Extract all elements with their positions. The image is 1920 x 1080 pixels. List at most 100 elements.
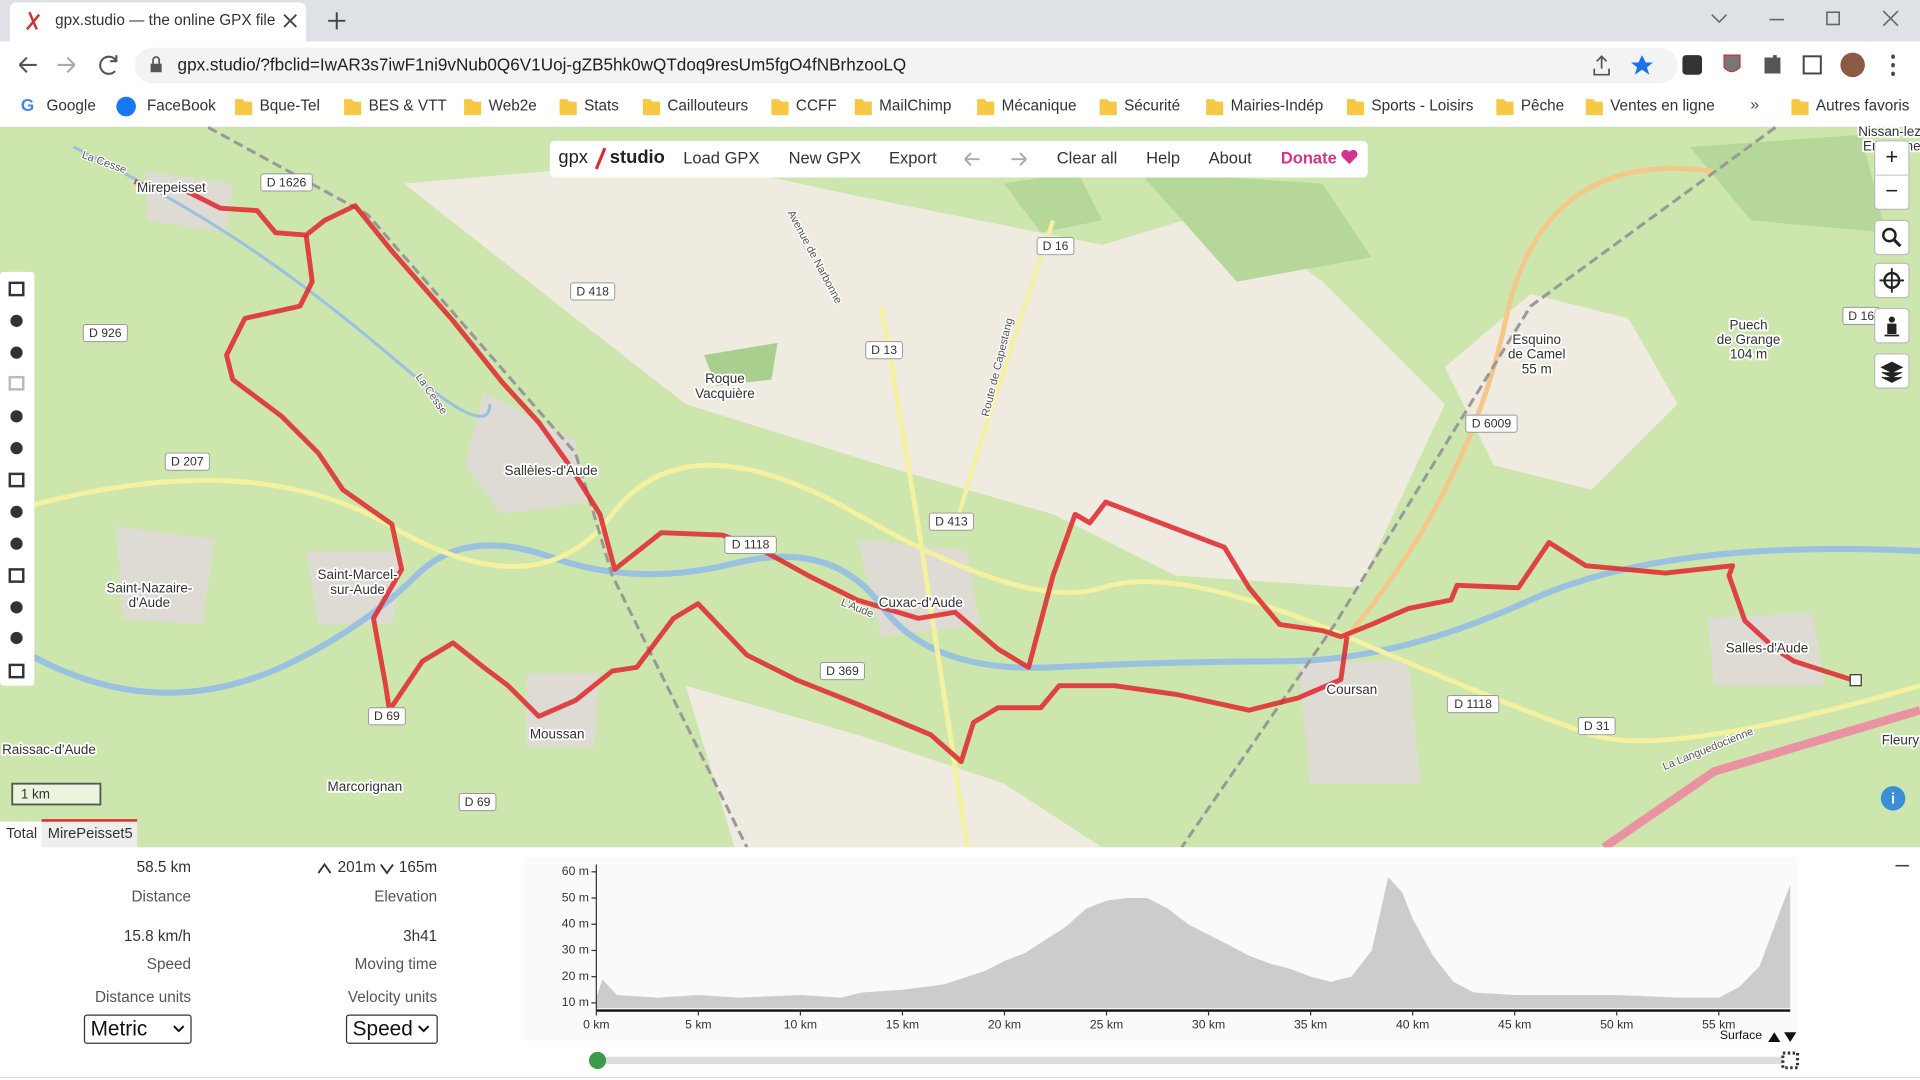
- tool-button[interactable]: [10, 505, 23, 518]
- locate-cross: [1879, 268, 1905, 293]
- surface-label[interactable]: Surface: [1720, 1028, 1762, 1042]
- extensions[interactable]: [1764, 55, 1781, 74]
- bookmark[interactable]: Pêche: [1521, 98, 1564, 115]
- track-end[interactable]: [1849, 674, 1862, 687]
- menu-item[interactable]: About: [1209, 149, 1253, 168]
- extension-2[interactable]: [1723, 54, 1741, 73]
- track-start[interactable]: [1770, 640, 1785, 655]
- folder-icon: [771, 99, 789, 116]
- active-tab[interactable]: [9, 2, 307, 42]
- x-tick-label: 5 km: [685, 1017, 712, 1031]
- elevation-area: [596, 877, 1791, 1009]
- bookmark[interactable]: CCFF: [796, 98, 837, 115]
- tool-button[interactable]: [8, 472, 25, 488]
- bookmark[interactable]: Web2e: [489, 98, 537, 115]
- tool-button[interactable]: [8, 281, 25, 297]
- forward[interactable]: [57, 56, 76, 73]
- search-button[interactable]: [1874, 219, 1910, 256]
- share[interactable]: [1593, 55, 1610, 76]
- bookmark[interactable]: Google: [47, 98, 96, 115]
- x-tick-label: 50 km: [1600, 1017, 1633, 1031]
- tool-button[interactable]: [10, 442, 23, 455]
- scale-label: 1 km: [21, 786, 50, 801]
- tool-button[interactable]: [10, 314, 23, 327]
- tool-button[interactable]: [10, 537, 23, 550]
- x-tick-label: 25 km: [1090, 1017, 1123, 1031]
- bookmark[interactable]: Ventes en ligne: [1610, 98, 1715, 115]
- tool-button[interactable]: [8, 375, 25, 391]
- back[interactable]: [18, 56, 37, 73]
- place-label: Puech: [1729, 317, 1767, 332]
- y-tick-label: 40 m: [562, 916, 589, 930]
- tab-close[interactable]: [283, 14, 297, 28]
- bookmark[interactable]: FaceBook: [147, 98, 216, 115]
- x-tick-label: 40 km: [1396, 1017, 1429, 1031]
- road-shield: [865, 341, 903, 360]
- tool-button[interactable]: [10, 631, 23, 645]
- surface-toggle[interactable]: [1768, 1032, 1797, 1043]
- bookmark[interactable]: Mairies-Indép: [1231, 98, 1324, 115]
- google-icon: G: [21, 95, 34, 115]
- reload[interactable]: [99, 55, 118, 75]
- tool-button[interactable]: [10, 346, 23, 359]
- tool-button[interactable]: [10, 601, 23, 614]
- bookmark[interactable]: Autres favoris: [1816, 98, 1910, 115]
- redo[interactable]: [1011, 152, 1027, 166]
- more-bookmarks[interactable]: »: [1750, 97, 1759, 114]
- close-window[interactable]: [1882, 10, 1899, 27]
- distance-units-select[interactable]: [83, 1014, 192, 1044]
- omnibox[interactable]: [134, 47, 1678, 84]
- slider-start[interactable]: [588, 1051, 607, 1069]
- menu-item[interactable]: Help: [1146, 149, 1180, 168]
- place-label: Vacquière: [695, 386, 755, 401]
- zoom-out[interactable]: −: [1885, 178, 1898, 203]
- side-panel[interactable]: [1802, 55, 1822, 75]
- bookmark[interactable]: Bque-Tel: [260, 98, 320, 115]
- road-label: D 13: [871, 343, 897, 357]
- bookmark[interactable]: BES & VTT: [369, 98, 447, 115]
- tool-button[interactable]: [10, 410, 23, 423]
- bookmark[interactable]: Mécanique: [1002, 98, 1077, 115]
- map[interactable]: Mirepeisset Sallèles-d'Aude Saint-Marcel-s…: [0, 122, 1920, 851]
- tab-track-color: [41, 819, 138, 822]
- velocity-units-select[interactable]: [345, 1014, 438, 1044]
- zoom-in[interactable]: +: [1885, 144, 1898, 169]
- track[interactable]: [224, 234, 1350, 765]
- bookmark[interactable]: MailChimp: [879, 98, 951, 115]
- bookmark[interactable]: Sports - Loisirs: [1371, 98, 1473, 115]
- layers-icon: [1880, 361, 1904, 383]
- tab-total[interactable]: [0, 821, 42, 848]
- map-wood: [704, 342, 778, 386]
- place-label: 55 m: [1522, 361, 1552, 376]
- road: [879, 305, 970, 848]
- lock-icon[interactable]: [150, 63, 162, 73]
- undo[interactable]: [964, 152, 980, 166]
- track[interactable]: [133, 179, 1856, 684]
- road-shield: [82, 324, 128, 343]
- tool-button[interactable]: [8, 663, 25, 679]
- menu-item[interactable]: New GPX: [789, 149, 862, 168]
- menu-item[interactable]: Clear all: [1057, 149, 1118, 168]
- bookmark[interactable]: Sécurité: [1124, 98, 1180, 115]
- bookmark-star[interactable]: [1631, 55, 1654, 75]
- donate[interactable]: Donate: [1281, 149, 1337, 168]
- slider-end[interactable]: [1781, 1051, 1800, 1070]
- stat-label: Velocity units: [348, 989, 438, 1006]
- new-tab[interactable]: [328, 12, 346, 30]
- menu-item[interactable]: Load GPX: [683, 149, 759, 168]
- town: [116, 526, 215, 625]
- map-wood: [1689, 134, 1886, 233]
- profile[interactable]: [1840, 52, 1865, 78]
- extension-1[interactable]: [1682, 55, 1703, 75]
- bookmark[interactable]: Stats: [584, 98, 619, 115]
- select-value: Metric: [91, 1017, 148, 1040]
- restore[interactable]: [1826, 11, 1840, 26]
- tool-button[interactable]: [8, 568, 25, 583]
- bookmark[interactable]: Caillouteurs: [667, 98, 748, 115]
- stats: 58.5 km Distance 201m 165m Elevation 15.…: [95, 859, 438, 1006]
- menu-item[interactable]: Export: [889, 149, 937, 168]
- folder-icon: [642, 99, 660, 116]
- tab-search[interactable]: [1711, 14, 1728, 24]
- tab-track[interactable]: [41, 821, 138, 848]
- info-button[interactable]: [1880, 786, 1906, 811]
